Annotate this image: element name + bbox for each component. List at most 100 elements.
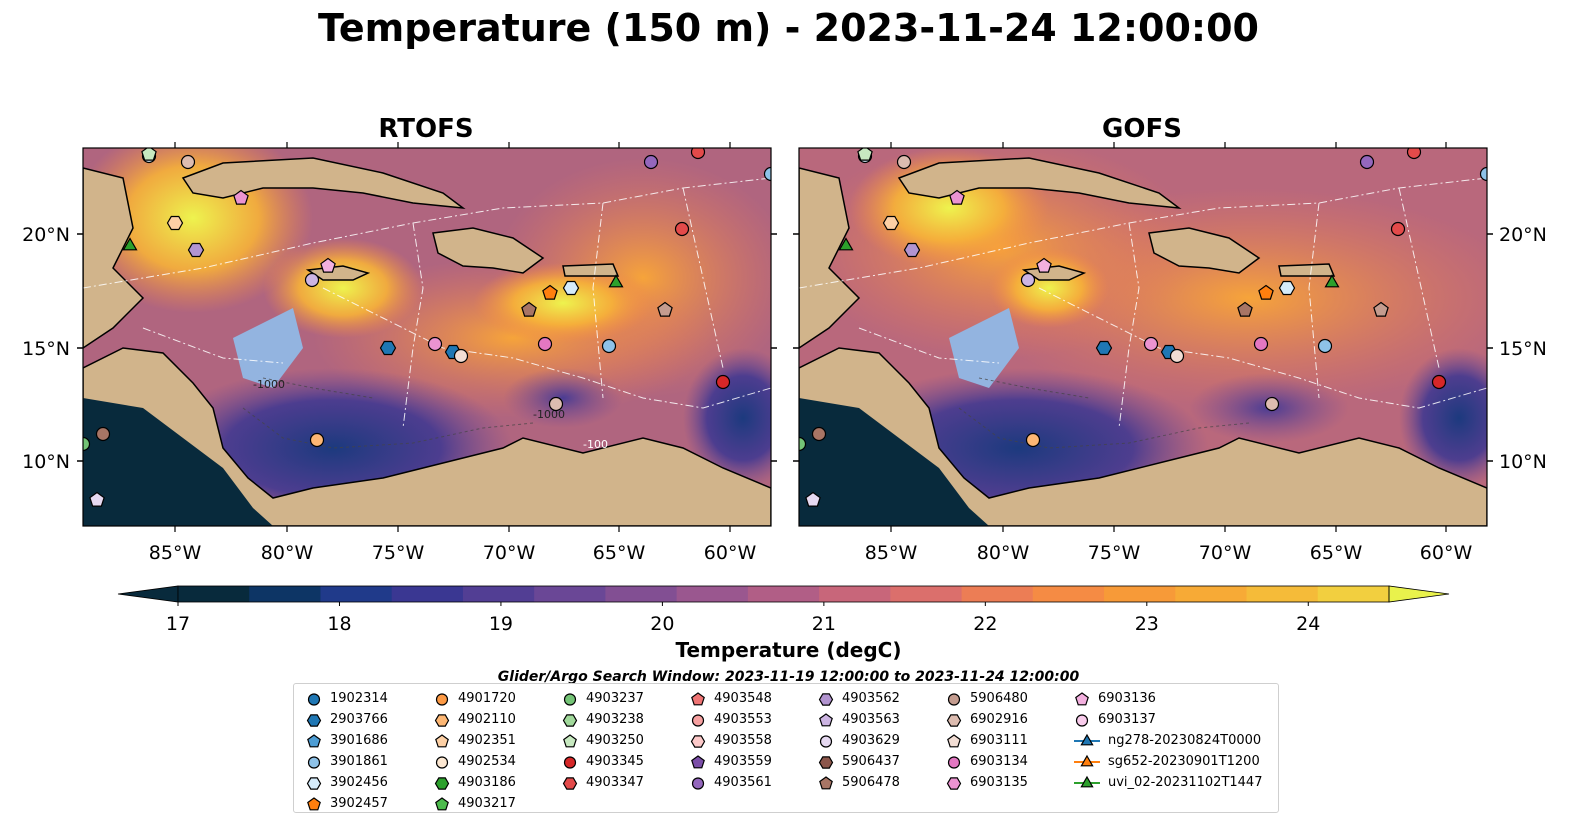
- legend-item: 6902916: [946, 709, 1028, 730]
- legend-marker-icon: [691, 776, 705, 790]
- legend-column: 4901720 4902110 4902351 4902534 4903186 49032…: [434, 688, 516, 814]
- float-marker: [187, 242, 205, 258]
- legend-label: 6903135: [970, 775, 1028, 790]
- float-marker: [453, 348, 469, 364]
- colorbar-segment: [819, 586, 891, 602]
- lat-tick-label: 15°N: [1499, 338, 1547, 360]
- float-marker: [1479, 166, 1487, 182]
- legend-label: 4903238: [586, 712, 644, 727]
- legend-label: 4903237: [586, 691, 644, 706]
- legend-marker: [818, 755, 834, 769]
- float-marker: [690, 148, 706, 160]
- legend-marker: [307, 796, 321, 810]
- colorbar-segment: [605, 586, 678, 602]
- lon-tick-label: 80°W: [261, 542, 314, 564]
- float-marker: [1258, 284, 1274, 300]
- legend-item: 3902457: [306, 793, 388, 814]
- legend-marker-icon: [435, 692, 449, 706]
- legend-item: 6903136: [1074, 688, 1262, 709]
- legend-item: 4903238: [562, 709, 644, 730]
- float-marker: [799, 436, 807, 452]
- legend-marker-icon: [435, 733, 449, 747]
- float-marker: [1390, 221, 1406, 237]
- legend-marker: [947, 692, 961, 706]
- float-marker: [95, 426, 111, 442]
- legend-item: 4903563: [818, 709, 900, 730]
- legend-item: 4901720: [434, 688, 516, 709]
- legend-marker-icon: [690, 734, 706, 748]
- float-marker: [811, 426, 827, 442]
- float-marker: [1324, 274, 1340, 288]
- legend-label: 2903766: [330, 712, 388, 727]
- legend-marker: [691, 754, 705, 768]
- legend-label: ng278-20230824T0000: [1108, 733, 1262, 748]
- float-marker: [548, 396, 564, 412]
- legend-marker-icon: [946, 776, 962, 790]
- legend-marker: [690, 734, 706, 748]
- lon-tick-label: 60°W: [704, 542, 757, 564]
- legend-label: 3901861: [330, 754, 388, 769]
- legend-item: 6903111: [946, 730, 1028, 751]
- legend-label: 4903548: [714, 691, 772, 706]
- colorbar-segment: [890, 586, 963, 602]
- lat-tick-label: 10°N: [1499, 451, 1547, 473]
- legend-marker: [435, 733, 449, 747]
- figure-title: Temperature (150 m) - 2023-11-24 12:00:0…: [317, 6, 1259, 50]
- legend-marker-icon: [562, 713, 578, 727]
- legend-item: 2903766: [306, 709, 388, 730]
- lat-tick-label: 15°N: [22, 338, 70, 360]
- legend-item: 1902314: [306, 688, 388, 709]
- legend-marker: [946, 776, 962, 790]
- legend-marker-icon: [307, 692, 321, 706]
- float-marker: [122, 237, 138, 251]
- legend-item: 6903134: [946, 751, 1028, 772]
- legend-marker: [563, 692, 577, 706]
- lon-tick-label: 70°W: [483, 542, 536, 564]
- float-marker: [1237, 301, 1253, 317]
- legend-marker: [947, 733, 961, 747]
- legend-marker-icon: [1075, 713, 1089, 727]
- colorbar-segment: [1317, 586, 1390, 602]
- legend-marker: [691, 713, 705, 727]
- legend-label: 5906437: [842, 754, 900, 769]
- float-marker: [1431, 374, 1447, 390]
- legend-label: 4902110: [458, 712, 516, 727]
- legend-item: uvi_02-20231102T1447: [1074, 772, 1262, 793]
- lat-tick-label: 20°N: [1499, 224, 1547, 246]
- legend-marker-icon: [947, 692, 961, 706]
- float-marker: [838, 237, 854, 251]
- float-marker: [320, 257, 336, 273]
- legend-item: 4902110: [434, 709, 516, 730]
- colorbar-segment: [320, 586, 393, 602]
- legend-marker: [306, 713, 322, 727]
- map-frame: [82, 147, 772, 527]
- legend-column: 6903136 6903137 ng278-20230824T0000 sg652-2…: [1074, 688, 1262, 793]
- float-marker: [882, 215, 900, 231]
- float-marker: [1143, 336, 1159, 352]
- legend-label: 4903561: [714, 775, 772, 790]
- float-marker: [805, 491, 821, 507]
- legend-marker-icon: [819, 712, 833, 726]
- float-marker: [643, 154, 659, 170]
- legend-marker-icon: [563, 755, 577, 769]
- float-marker: [521, 301, 537, 317]
- legend-column: 4903548 4903553 4903558 4903559 4903561: [690, 688, 772, 793]
- legend-marker: [1080, 754, 1094, 766]
- legend-marker-icon: [819, 775, 833, 789]
- colorbar-segment: [462, 586, 535, 602]
- float-marker: [715, 374, 731, 390]
- float-marker: [857, 148, 873, 161]
- float-marker: [166, 215, 184, 231]
- legend-marker-icon: [435, 755, 449, 769]
- legend-marker: [434, 776, 450, 790]
- legend-item: 5906437: [818, 751, 900, 772]
- legend-marker: [1080, 775, 1094, 787]
- colorbar-tick-label: 21: [812, 613, 836, 635]
- legend-label: 4902534: [458, 754, 516, 769]
- float-marker: [1278, 280, 1296, 296]
- legend-marker: [1075, 691, 1089, 705]
- colorbar-segment: [1175, 586, 1248, 602]
- legend-item: 4903250: [562, 730, 644, 751]
- legend-marker: [1075, 713, 1089, 727]
- lon-tick-label: 75°W: [372, 542, 425, 564]
